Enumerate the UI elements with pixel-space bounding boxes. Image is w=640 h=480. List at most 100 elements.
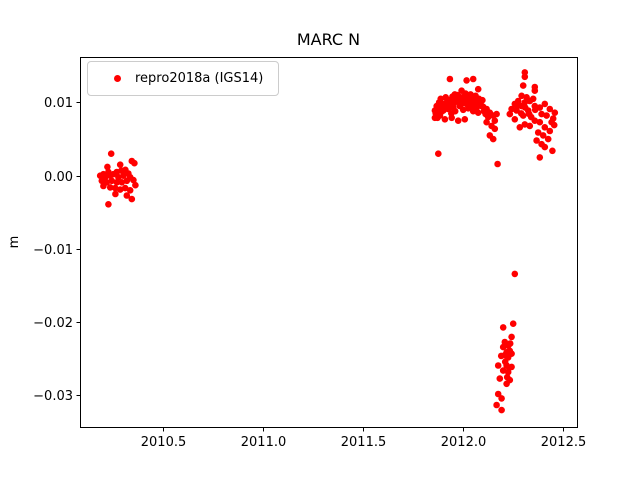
data-point	[462, 90, 469, 97]
data-point	[508, 105, 515, 113]
data-point	[549, 115, 557, 122]
data-point	[112, 190, 119, 198]
data-point	[435, 150, 442, 157]
data-point	[531, 106, 539, 114]
data-point	[541, 143, 549, 151]
data-point	[108, 177, 116, 185]
data-point	[526, 122, 534, 130]
data-point	[539, 132, 547, 139]
data-point	[519, 82, 527, 89]
data-point	[96, 172, 104, 179]
data-point	[503, 373, 511, 381]
data-point	[529, 95, 537, 103]
y-tick-label: 0.00	[44, 170, 73, 185]
data-point	[121, 184, 129, 192]
data-point	[525, 110, 533, 118]
legend: repro2018a (IGS14)	[87, 61, 279, 96]
data-point	[536, 118, 544, 126]
data-point	[446, 75, 454, 83]
data-point	[494, 160, 501, 168]
data-point	[541, 100, 549, 108]
data-point	[541, 124, 549, 131]
data-point	[118, 179, 126, 186]
data-point	[513, 102, 521, 110]
axes-spines	[80, 57, 578, 428]
data-point	[474, 85, 482, 93]
legend-label: repro2018a (IGS14)	[135, 71, 264, 86]
data-point	[479, 103, 487, 111]
data-point	[100, 182, 107, 190]
data-point	[474, 109, 482, 116]
data-point	[496, 375, 504, 382]
data-point	[123, 192, 131, 199]
data-point	[516, 124, 524, 131]
chart-title: MARC N	[296, 30, 361, 49]
data-point	[521, 73, 529, 81]
y-tick-label: −0.01	[33, 243, 73, 258]
data-point	[110, 170, 117, 178]
x-tick-label: 2011.0	[241, 435, 287, 450]
data-point	[498, 406, 505, 414]
data-point	[498, 395, 505, 402]
data-point	[454, 117, 462, 124]
data-point	[503, 380, 510, 388]
data-point	[437, 95, 445, 103]
y-tick-label: −0.03	[33, 389, 73, 404]
data-point	[533, 137, 540, 144]
x-tick-label: 2010.5	[141, 435, 187, 450]
data-point	[131, 159, 138, 167]
data-point	[521, 104, 529, 111]
data-point	[115, 173, 122, 181]
y-tick-label: −0.02	[33, 316, 73, 331]
data-point	[106, 184, 114, 191]
data-point	[126, 187, 134, 194]
data-point	[509, 320, 517, 328]
data-point	[118, 167, 125, 174]
data-point	[464, 105, 472, 112]
data-point	[536, 154, 544, 161]
data-point	[506, 340, 514, 347]
data-point	[534, 129, 542, 136]
data-point	[518, 92, 525, 100]
data-point	[543, 112, 550, 119]
legend-marker-icon	[114, 75, 121, 82]
data-point	[463, 77, 470, 84]
data-point	[116, 186, 124, 193]
data-point	[434, 114, 441, 122]
data-point	[441, 116, 449, 123]
data-point	[132, 181, 139, 189]
data-point	[451, 107, 459, 115]
data-point	[497, 352, 505, 360]
data-point	[98, 177, 106, 185]
data-point	[511, 270, 519, 278]
data-point	[491, 117, 499, 124]
data-point	[104, 163, 111, 171]
data-point	[499, 367, 507, 374]
data-point	[531, 87, 539, 94]
data-point	[499, 324, 507, 331]
data-point	[479, 96, 486, 104]
data-point	[105, 201, 112, 208]
data-point	[521, 121, 529, 128]
data-point	[123, 177, 131, 185]
data-point	[111, 184, 119, 192]
data-point	[549, 147, 556, 155]
data-point	[483, 118, 490, 126]
data-point	[491, 125, 499, 133]
y-tick-label: 0.01	[44, 96, 73, 111]
data-point	[505, 364, 513, 372]
data-point	[517, 110, 525, 117]
data-point	[501, 358, 509, 366]
data-point	[493, 401, 500, 409]
data-point	[508, 333, 515, 341]
data-point	[469, 107, 477, 115]
data-point	[538, 110, 545, 118]
x-tick-label: 2011.5	[341, 435, 387, 450]
data-point	[489, 135, 497, 143]
data-point	[511, 116, 519, 123]
data-point	[120, 172, 127, 179]
data-point	[437, 108, 445, 116]
data-point	[128, 195, 136, 203]
